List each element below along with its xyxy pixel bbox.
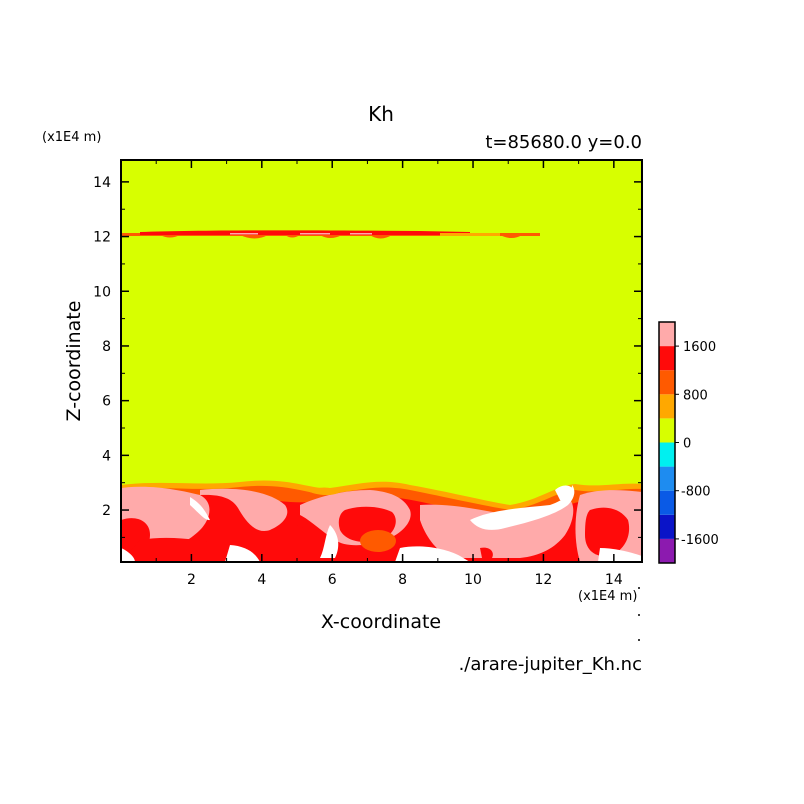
x-tick-label: 14: [605, 572, 623, 588]
plot-area: [121, 160, 642, 562]
y-tick-label: 10: [93, 284, 111, 300]
y-tick-label: 2: [102, 503, 111, 519]
y-tick-label: 8: [102, 339, 111, 355]
colorbar-segment: [659, 346, 675, 371]
colorbar-segment: [659, 418, 675, 443]
colorbar-tick-label: -1600: [681, 533, 719, 548]
y-tick-label: 6: [102, 394, 111, 410]
colorbar-tick-label: 0: [683, 437, 691, 452]
y-tick-label: 14: [93, 175, 111, 191]
colorbar-tick-label: 1600: [683, 340, 716, 355]
x-tick-label: 2: [187, 572, 196, 588]
colorbar-segment: [659, 322, 675, 347]
colorbar-tick-label: -800: [681, 485, 711, 500]
colorbar-segment: [659, 466, 675, 491]
x-unit-label: (x1E4 m): [578, 589, 637, 604]
upper-layer: [121, 230, 540, 239]
colorbar-tick-label: 800: [683, 388, 708, 403]
x-tick-label: 4: [257, 572, 266, 588]
chart-title: Kh: [368, 102, 394, 126]
x-axis-label: X-coordinate: [321, 611, 441, 633]
source-file-label: ./arare-jupiter_Kh.nc: [459, 654, 642, 675]
marker-dots: [638, 587, 640, 641]
lower-layer: [121, 480, 642, 562]
colorbar-segment: [659, 370, 675, 395]
y-axis: 2 4 6 8 10 12 14: [93, 175, 642, 538]
colorbar-segment: [659, 538, 675, 563]
y-unit-label: (x1E4 m): [42, 130, 101, 145]
x-axis: 2 4 6 8 10 12 14: [120, 160, 623, 588]
chart-subtitle: t=85680.0 y=0.0: [485, 132, 642, 153]
colorbar: -1600 -800 0 800 1600: [658, 321, 719, 564]
colorbar-segment: [659, 490, 675, 515]
colorbar-segment: [659, 514, 675, 539]
colorbar-segment: [659, 442, 675, 467]
colorbar-segment: [659, 394, 675, 419]
x-tick-label: 6: [328, 572, 337, 588]
y-tick-label: 4: [102, 448, 111, 464]
x-tick-label: 8: [398, 572, 407, 588]
y-axis-label: Z-coordinate: [63, 301, 85, 422]
x-tick-label: 10: [464, 572, 482, 588]
plot-frame: [120, 159, 643, 563]
x-tick-label: 12: [535, 572, 553, 588]
y-tick-label: 12: [93, 230, 111, 246]
